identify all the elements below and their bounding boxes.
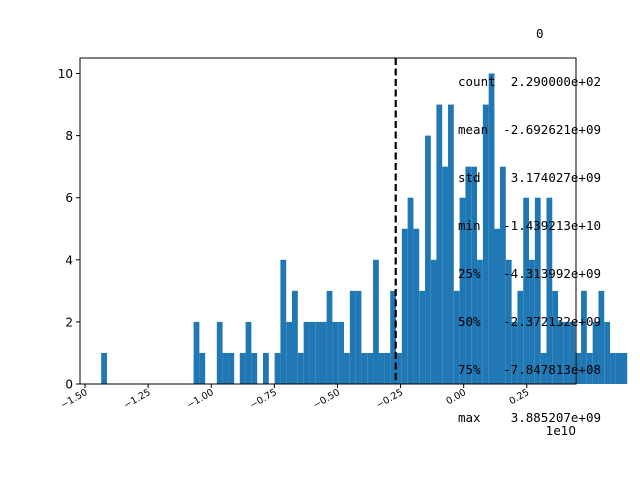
histogram-bar (488, 73, 495, 385)
x-tick-label: −1.25 (122, 387, 153, 411)
histogram-bar (610, 352, 616, 384)
y-axis: 0 2 4 6 8 10 (58, 67, 80, 392)
histogram-bar (309, 321, 316, 384)
histogram-bar (425, 135, 431, 384)
histogram-bar (459, 197, 466, 384)
histogram-bar (413, 228, 420, 384)
histogram-bar (494, 228, 500, 384)
histogram-bar (448, 104, 454, 384)
histogram-bar (552, 290, 559, 384)
histogram-bar (338, 321, 344, 384)
histogram-bar (430, 259, 437, 384)
histogram-bar (505, 259, 512, 384)
stats-row-std: std 3.174027e+09 (458, 170, 601, 185)
stats-row-50: 50% -2.372132e+09 (458, 314, 601, 329)
histogram-bar (320, 321, 327, 384)
y-tick-label: 8 (65, 129, 73, 143)
histogram-bar (407, 197, 414, 384)
histogram-bar (373, 259, 379, 384)
histogram-bar (598, 290, 605, 384)
histogram-bar (193, 321, 200, 384)
histogram-bar (529, 259, 535, 384)
histogram-bar (199, 352, 206, 384)
histogram-bar (534, 197, 541, 384)
histogram-bar (263, 352, 269, 384)
histogram-bar (303, 321, 310, 384)
histogram-bar (442, 166, 448, 384)
histogram-bar (245, 321, 252, 384)
histogram-bar (540, 352, 547, 384)
histogram-bar (101, 352, 107, 384)
histogram-bar (292, 290, 298, 384)
x-tick-label: −1.50 (59, 387, 90, 411)
histogram-bars (101, 73, 628, 385)
y-tick-label: 10 (58, 67, 73, 81)
histogram-bar (517, 290, 524, 384)
histogram-bar (581, 290, 587, 384)
histogram-bar (453, 290, 460, 384)
histogram-bar (367, 352, 374, 384)
histogram-bar (332, 321, 339, 384)
plot-frame (79, 57, 577, 385)
histogram-bar (222, 352, 229, 384)
histogram-bar (621, 352, 628, 384)
stats-header: 0 (536, 26, 544, 41)
histogram-bar (511, 321, 518, 384)
x-tick-label: −0.75 (248, 387, 279, 411)
y-tick-label: 2 (65, 315, 73, 329)
histogram-bar (344, 352, 350, 384)
histogram-bar (361, 352, 368, 384)
y-tick-label: 0 (65, 378, 73, 392)
histogram-bar (286, 321, 292, 384)
stats-row-25: 25% -4.313992e+09 (458, 266, 601, 281)
histogram-bar (546, 197, 553, 384)
histogram-bar (274, 352, 281, 384)
histogram-bar (384, 352, 391, 384)
histogram-bar (355, 290, 362, 384)
stats-row-count: count 2.290000e+02 (458, 74, 602, 89)
histogram-bar (615, 352, 622, 384)
histogram-bar (592, 321, 599, 384)
histogram-bar (569, 321, 576, 384)
histogram-bar (315, 321, 322, 384)
histogram-bar (349, 290, 356, 384)
stats-row-max: max 3.885207e+09 (458, 410, 601, 425)
histogram-bar (297, 352, 304, 384)
stats-row-mean: mean -2.692621e+09 (458, 122, 602, 137)
histogram-bar (557, 321, 564, 384)
stats-row-75: 75% -7.847813e+08 (458, 362, 601, 377)
histogram-bar (436, 104, 443, 384)
y-tick-label: 6 (65, 191, 73, 205)
y-tick-label: 4 (65, 253, 73, 267)
histogram-bar (575, 352, 582, 384)
stats-row-min: min -1.439213e+10 (458, 218, 601, 233)
histogram-bar (251, 352, 258, 384)
x-tick-label: −0.50 (311, 387, 342, 411)
histogram-bar (604, 321, 611, 384)
describe-stats-table: 0 count 2.290000e+02 mean -2.692621e+09 … (458, 0, 601, 442)
histogram-bar (396, 352, 402, 384)
x-tick-label: −0.25 (374, 387, 405, 411)
histogram-bar (280, 259, 287, 384)
x-tick-label: −1.00 (185, 387, 216, 411)
histogram-bar (228, 352, 235, 384)
histogram-bar (326, 290, 333, 384)
histogram-bar (482, 104, 489, 384)
histogram-bar (378, 352, 385, 384)
histogram-bar (216, 321, 223, 384)
histogram-bar (563, 321, 570, 384)
histogram-bar (239, 352, 246, 384)
histogram-bar (471, 166, 478, 384)
histogram-bar (500, 166, 506, 384)
histogram-bar (390, 290, 396, 384)
histogram-bar (465, 166, 472, 384)
histogram-bar (523, 197, 530, 384)
histogram-bar (419, 290, 426, 384)
histogram-bar (401, 228, 408, 384)
x-offset-label: 1e10 (546, 424, 576, 438)
histogram-bar (586, 352, 593, 384)
histogram-bar (477, 259, 483, 384)
